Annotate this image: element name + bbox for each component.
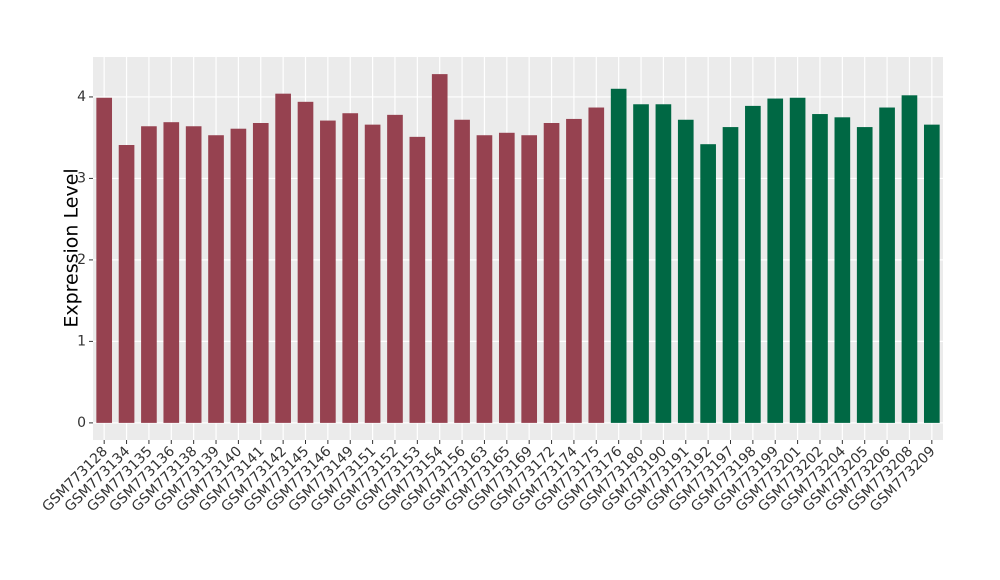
bar xyxy=(879,107,895,423)
bar xyxy=(185,126,202,423)
bar xyxy=(342,113,359,423)
bar xyxy=(901,95,918,423)
bar xyxy=(812,114,828,423)
y-tick-label: 3 xyxy=(77,170,86,186)
bar xyxy=(163,122,180,423)
bar xyxy=(96,97,113,423)
bar xyxy=(633,104,649,423)
bar xyxy=(722,127,739,423)
bar xyxy=(118,145,135,423)
y-axis-title: Expression Level xyxy=(61,168,83,327)
bar xyxy=(431,74,448,423)
bar xyxy=(700,144,716,423)
bar xyxy=(566,118,582,423)
bar xyxy=(789,97,806,423)
bar xyxy=(745,105,761,423)
bar xyxy=(409,136,426,423)
y-tick-label: 2 xyxy=(77,252,86,268)
bar xyxy=(543,123,560,423)
bar xyxy=(923,124,940,423)
bar xyxy=(521,135,538,423)
y-tick-label: 4 xyxy=(77,89,86,105)
bar xyxy=(610,88,627,423)
bar xyxy=(856,127,873,423)
y-tick-label: 1 xyxy=(77,333,86,349)
bar xyxy=(297,101,314,423)
y-tick-label: 0 xyxy=(77,415,86,431)
bar xyxy=(767,98,784,423)
bar xyxy=(230,128,247,423)
bar xyxy=(655,104,672,423)
bar xyxy=(252,123,269,423)
bar xyxy=(364,124,381,423)
bar xyxy=(834,117,851,423)
bar xyxy=(141,126,157,423)
bar xyxy=(454,119,470,423)
bar xyxy=(320,120,336,423)
bar xyxy=(476,135,493,423)
bar xyxy=(208,135,224,423)
bar xyxy=(275,93,291,423)
bar xyxy=(677,119,694,423)
bar xyxy=(387,114,403,423)
bar xyxy=(588,107,605,423)
bar xyxy=(498,132,515,423)
